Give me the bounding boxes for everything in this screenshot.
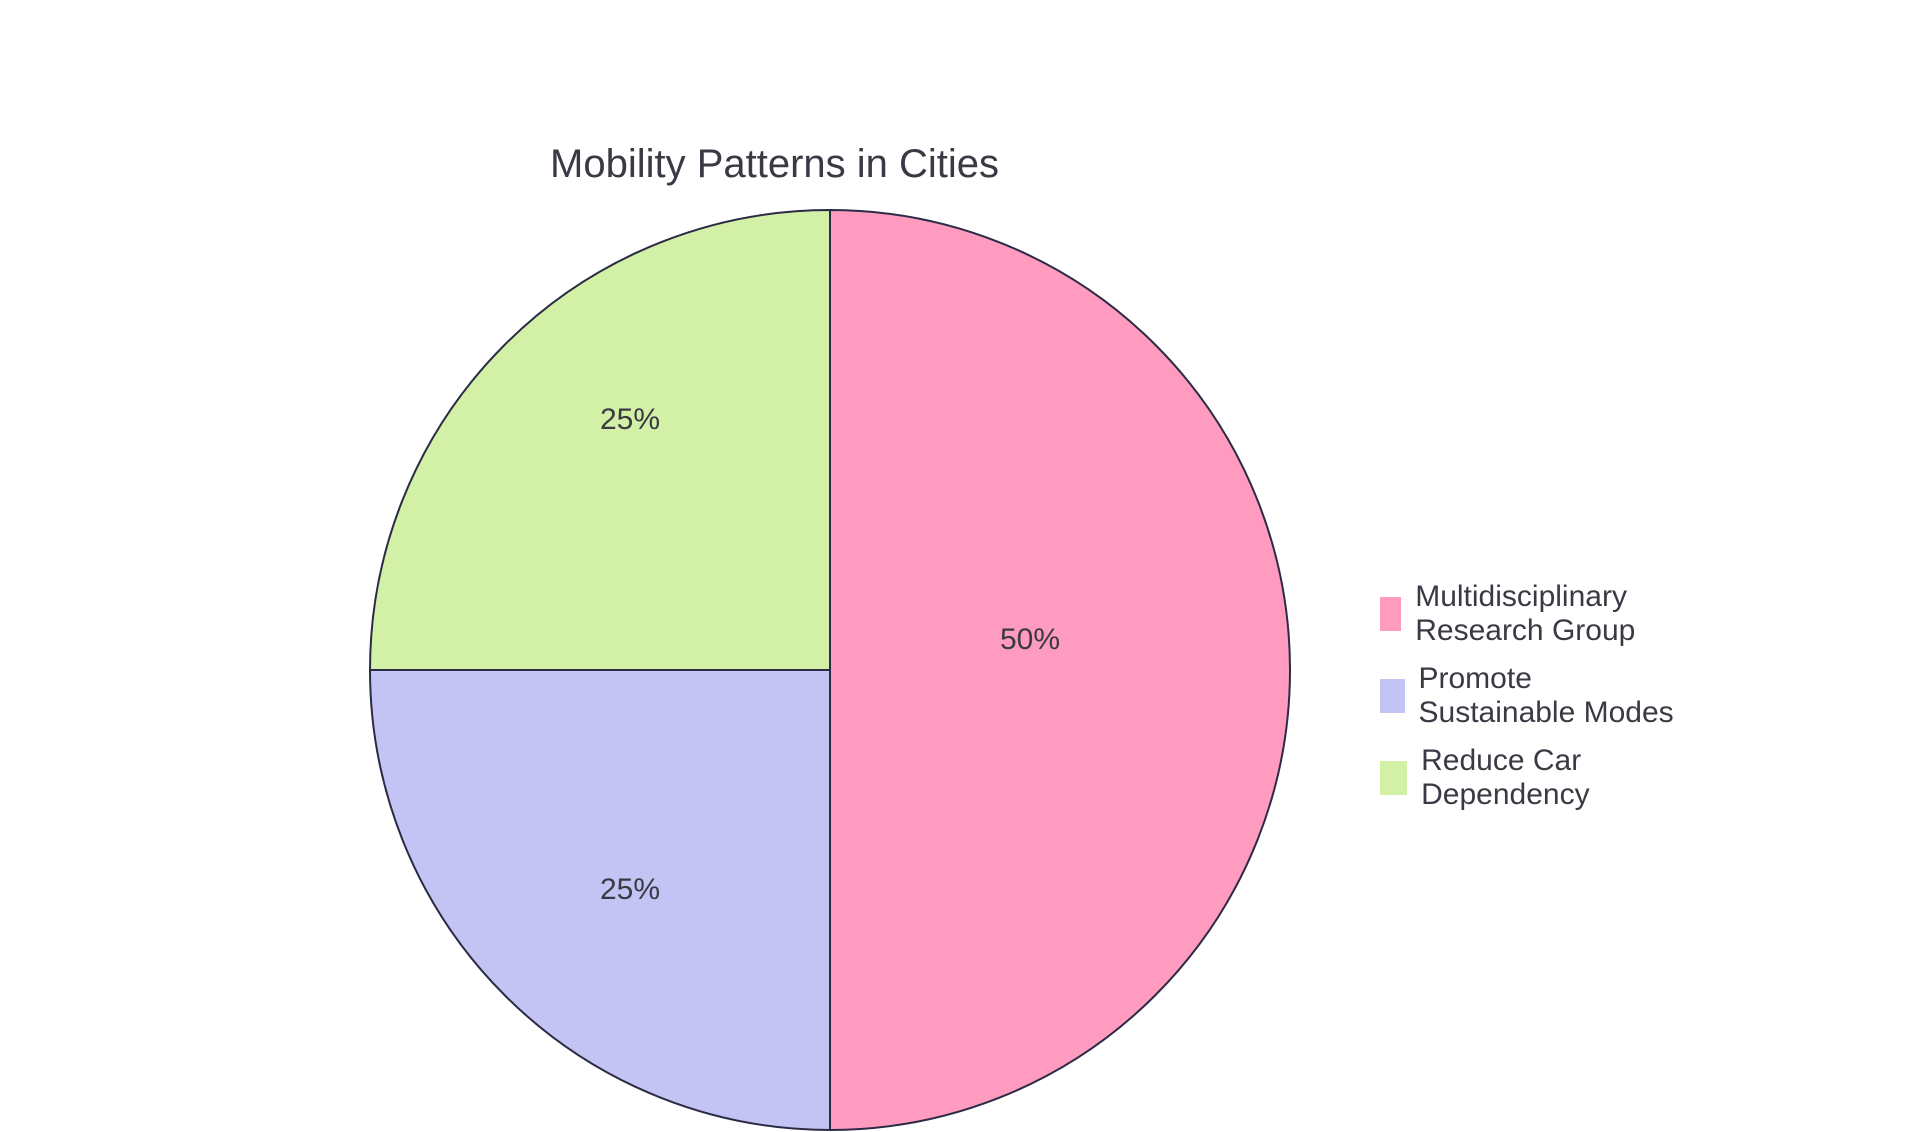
pie-slice-0 bbox=[830, 210, 1290, 1130]
pie-svg bbox=[368, 208, 1292, 1132]
legend-swatch-0 bbox=[1380, 597, 1401, 631]
legend: Multidisciplinary Research Group Promote… bbox=[1380, 580, 1690, 812]
slice-label-1: 25% bbox=[600, 873, 660, 907]
legend-item-1: Promote Sustainable Modes bbox=[1380, 662, 1690, 730]
slice-label-2: 25% bbox=[600, 403, 660, 437]
pie-slice-2 bbox=[370, 210, 830, 670]
legend-item-0: Multidisciplinary Research Group bbox=[1380, 580, 1690, 648]
chart-container: Mobility Patterns in Cities 50% 25% 25% … bbox=[230, 130, 1690, 950]
legend-swatch-2 bbox=[1380, 761, 1407, 795]
legend-item-2: Reduce Car Dependency bbox=[1380, 744, 1690, 812]
chart-stage: Mobility Patterns in Cities 50% 25% 25% … bbox=[0, 0, 1920, 1080]
slice-label-0: 50% bbox=[1000, 623, 1060, 657]
legend-swatch-1 bbox=[1380, 679, 1405, 713]
legend-label-1: Promote Sustainable Modes bbox=[1419, 662, 1691, 730]
chart-title: Mobility Patterns in Cities bbox=[550, 142, 999, 187]
legend-label-2: Reduce Car Dependency bbox=[1421, 744, 1690, 812]
legend-label-0: Multidisciplinary Research Group bbox=[1415, 580, 1690, 648]
